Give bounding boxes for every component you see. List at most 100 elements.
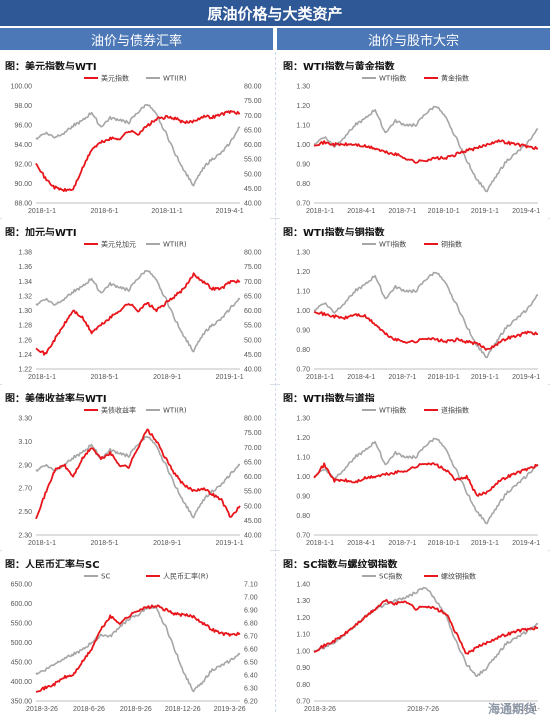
legend-label: WTI(R) [163,407,187,415]
y-tick-label: 0.70 [296,699,310,706]
y-tick-label: 88.00 [14,201,32,208]
y-tick-label: 1.34 [18,279,32,286]
x-tick-label: 2018-11-1 [151,208,183,215]
y-tick-label: 1.20 [296,103,310,110]
y-tick-label: 96.00 [14,123,32,130]
x-tick-label: 2018-4-1 [347,374,375,381]
x-tick-label: 2018-6-26 [73,706,105,713]
legend-label: 黄金指数 [441,74,469,83]
y-tick-label: 1.26 [18,337,32,344]
chart-panel-wti-copper: 图：WTI指数与铜指数 WTI指数 铜指数 0.70 0.80 0.90 1.00 1.10… [280,222,548,385]
legend-label: SC指数 [379,572,402,581]
y2-tick-label: 7.10 [244,582,258,589]
series-line [313,598,539,655]
chart-usd-wti: 美元指数 WTI(R) 88.00 90.00 92.00 94.00 96.00 98.00… [2,70,270,219]
plot-background [2,70,270,219]
legend-label: 美元兑加元 [101,240,136,249]
y2-tick-label: 50.00 [244,171,262,178]
y-tick-label: 1.20 [296,615,310,622]
chart-title: 图：WTI指数与道指 [283,394,375,405]
x-tick-label: 2018-11- [512,706,540,713]
y2-tick-label: 55.00 [244,489,262,496]
legend-label: WTI(R) [163,241,187,249]
y2-tick-label: 6.70 [244,634,258,641]
x-tick-label: 2018-7-1 [388,208,416,215]
legend-label: WTI指数 [379,74,406,83]
y-tick-label: 1.10 [296,123,310,130]
x-tick-label: 2019-1-1 [471,540,499,547]
chart-ust-wti: 美债收益率 WTI(R) 2.30 2.50 2.70 2.90 3.10 3.30 40.00… [2,402,270,551]
y-tick-label: 1.36 [18,264,32,271]
chart-title: 图：美元指数与WTI [5,62,97,73]
y-tick-label: 0.80 [296,347,310,354]
x-tick-label: 2018-1-1 [28,374,56,381]
legend-label: 人民币汇率(R) [163,572,209,581]
y2-tick-label: 75.00 [244,430,262,437]
chart-panel-sc-rebar: 图：SC指数与螺纹钢指数 SC指数 螺纹钢指数 0.70 0.80 0.90 1.00 1.… [280,554,548,717]
x-tick-label: 2018-6-1 [91,208,119,215]
y2-tick-label: 50.00 [244,503,262,510]
y2-tick-label: 7.00 [244,595,258,602]
y2-tick-label: 65.00 [244,459,262,466]
y-tick-label: 550.00 [11,621,33,628]
x-tick-label: 2018-7-26 [407,706,439,713]
x-tick-label: 2018-5-1 [91,374,119,381]
y-tick-label: 1.00 [296,474,310,481]
legend-label: WTI指数 [379,406,406,415]
y-tick-label: 2.30 [18,533,32,540]
y-tick-label: 1.28 [18,323,32,330]
y-tick-label: 98.00 [14,103,32,110]
y-tick-label: 1.20 [296,269,310,276]
plot-background [280,70,548,219]
y2-tick-label: 55.00 [244,157,262,164]
chart-panel-cad-wti: 图：加元与WTI 美元兑加元 WTI(R) 1.22 1.24 1.26 1.28 1.30… [2,222,270,385]
y2-tick-label: 70.00 [244,279,262,286]
y-tick-label: 1.10 [296,632,310,639]
y-tick-label: 1.40 [296,582,310,589]
y-tick-label: 0.70 [296,367,310,374]
y2-tick-label: 6.80 [244,621,258,628]
x-tick-label: 2018-4-1 [347,540,375,547]
y2-tick-label: 40.00 [244,367,262,374]
y2-tick-label: 55.00 [244,323,262,330]
chart-wti-sp: WTI指数 道指指数 0.70 0.80 0.90 1.00 1.10 1.20 1.30 201… [280,402,548,551]
chart-cny-sc: SC 人民币汇率(R) 350.00 400.00 450.00 500.00 550.00… [2,568,270,717]
y-tick-label: 1.30 [296,598,310,605]
plot-background [2,568,270,717]
series-line [35,605,241,693]
x-tick-label: 2018-9-1 [153,540,181,547]
y2-tick-label: 65.00 [244,293,262,300]
series-line [313,139,539,164]
section-header-oil-bonds-fx: 油价与债券汇率 [0,28,273,50]
y-tick-label: 2.70 [18,486,32,493]
y-tick-label: 0.90 [296,494,310,501]
series-line [35,270,241,353]
y-tick-label: 0.80 [296,513,310,520]
y-tick-label: 1.38 [18,250,32,257]
y-tick-label: 1.30 [18,308,32,315]
x-tick-label: 2019-1-1 [216,540,244,547]
y-tick-label: 2.50 [18,509,32,516]
chart-wti-copper: WTI指数 铜指数 0.70 0.80 0.90 1.00 1.10 1.20 1.30 2018… [280,236,548,385]
y2-tick-label: 45.00 [244,186,262,193]
x-tick-label: 2018-10-1 [428,208,460,215]
x-tick-label: 2018-3-26 [304,706,336,713]
legend-label: WTI(R) [163,75,187,83]
series-line [313,437,539,525]
legend-label: 美元指数 [101,74,129,83]
y-tick-label: 650.00 [11,582,33,589]
chart-title: 图：WTI指数与黄金指数 [283,62,395,73]
y2-tick-label: 50.00 [244,337,262,344]
x-tick-label: 2019-4-1 [512,540,540,547]
y2-tick-label: 60.00 [244,474,262,481]
y-tick-label: 1.22 [18,367,32,374]
column-divider [275,52,276,712]
y-tick-label: 3.30 [18,416,32,423]
y2-tick-label: 40.00 [244,201,262,208]
y-tick-label: 1.30 [296,416,310,423]
y-tick-label: 1.20 [296,435,310,442]
y-tick-label: 1.24 [18,352,32,359]
y2-tick-label: 75.00 [244,264,262,271]
x-tick-label: 2018-9-1 [153,374,181,381]
series-line [313,271,539,359]
